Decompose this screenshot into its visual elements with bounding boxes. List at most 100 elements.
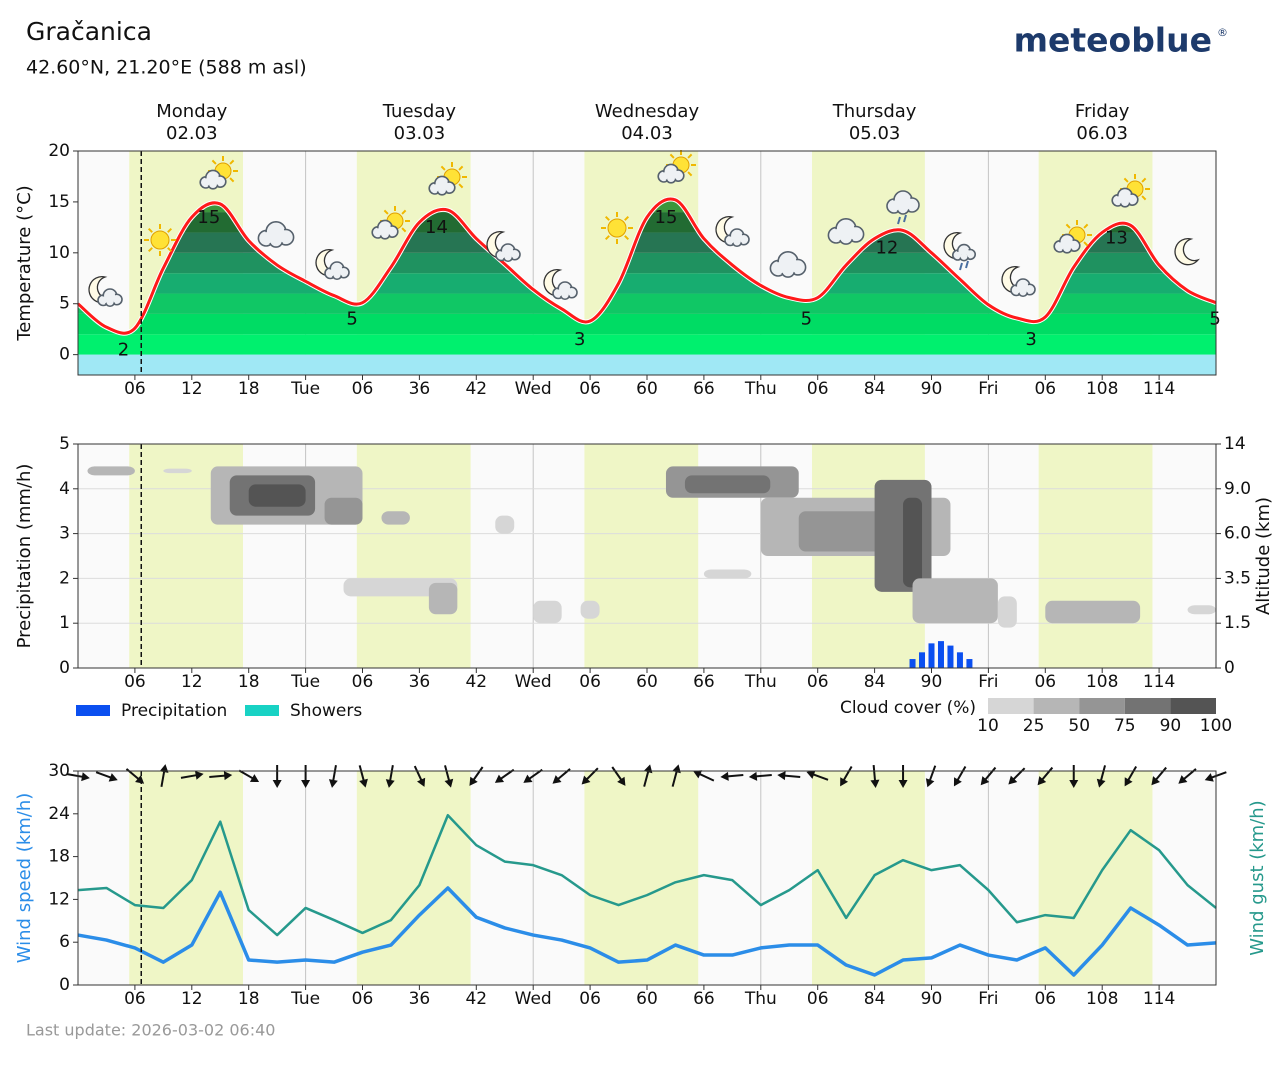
cloud-part <box>1017 280 1029 291</box>
y-tick-label: 18 <box>48 847 70 867</box>
wind-arrow-head <box>617 776 626 786</box>
y2-axis-label: Wind gust (km/h) <box>1247 800 1268 955</box>
y-tick-label: 20 <box>48 141 70 161</box>
wind-arrow-head <box>1124 777 1133 787</box>
sun-ray <box>167 227 173 233</box>
weather-icon <box>769 251 807 278</box>
sun-ray <box>401 227 407 233</box>
x-tick-label: 06 <box>579 989 601 1009</box>
cloud-part <box>1121 198 1129 206</box>
wind-arrow-head <box>777 771 786 781</box>
cloud-part <box>1012 286 1020 294</box>
temperature-label: 15 <box>197 207 220 228</box>
x-tick-label: Wed <box>515 379 552 399</box>
cloud-part <box>279 231 293 244</box>
cloud-cell <box>1045 600 1141 624</box>
cloud-legend-tick: 100 <box>1200 716 1232 736</box>
y2-tick-label: 0 <box>1224 658 1235 678</box>
cloud-part <box>511 250 519 259</box>
sun-ray <box>624 235 630 241</box>
wind-arrow <box>720 771 744 781</box>
wind-arrow <box>444 765 454 788</box>
temperature-label: 5 <box>801 309 812 330</box>
wind-arrow-head <box>108 773 118 782</box>
temperature-label: 2 <box>118 339 129 360</box>
wind-arrow <box>523 768 543 783</box>
x-tick-label: 06 <box>1034 672 1056 692</box>
cloud-part <box>898 203 908 213</box>
cloud-part <box>430 184 439 193</box>
x-tick-label: 108 <box>1086 379 1118 399</box>
cloud-part <box>438 186 446 194</box>
x-tick-label: Tue <box>290 672 320 692</box>
sun-ray <box>1123 177 1129 183</box>
weather-icon <box>601 212 633 244</box>
wind-arrow-head <box>223 771 233 781</box>
cloud-part <box>659 172 668 181</box>
weather-icon <box>715 216 750 248</box>
temperature-label: 12 <box>875 237 898 258</box>
temperature-label: 5 <box>1209 309 1220 330</box>
temperature-label: 3 <box>1025 329 1036 350</box>
x-tick-label: Wed <box>515 989 552 1009</box>
sun-ray <box>229 177 235 183</box>
sun-ray <box>458 183 464 189</box>
cloud-part <box>1070 241 1079 250</box>
wind-arrow-head <box>748 771 758 781</box>
sun-ray <box>147 247 153 253</box>
cloud-part <box>1061 235 1073 248</box>
legend-swatch <box>245 705 279 716</box>
precipitation-bar <box>956 652 963 668</box>
cloud-part <box>791 261 805 274</box>
sun-disc <box>150 230 170 250</box>
y-tick-label: 0 <box>59 658 70 678</box>
wind-arrow-head <box>953 777 962 787</box>
cloud-part <box>1119 189 1131 202</box>
x-tick-label: 42 <box>465 989 487 1009</box>
cloud-cell <box>703 569 752 579</box>
y2-tick-label: 6.0 <box>1224 524 1251 544</box>
day-name: Friday <box>1075 101 1130 122</box>
wind-arrow-head <box>1037 776 1047 786</box>
weather-icon <box>1111 174 1150 208</box>
sun-ray <box>147 227 153 233</box>
cloud-cell <box>580 600 600 619</box>
y-tick-label: 5 <box>59 294 70 314</box>
weather-icon <box>199 156 238 190</box>
cloud-part <box>1128 195 1137 204</box>
day-name: Tuesday <box>382 101 457 122</box>
y-tick-label: 24 <box>48 804 70 824</box>
wind-arrow-head <box>898 780 908 788</box>
cloud-legend-tick: 50 <box>1068 716 1090 736</box>
weather-icon <box>886 190 920 225</box>
wind-arrow <box>953 765 967 787</box>
cloud-part <box>216 177 225 186</box>
sun-ray <box>440 165 446 171</box>
rain-drop <box>959 262 963 271</box>
wind-arrow-head <box>523 774 533 783</box>
x-tick-label: 06 <box>352 989 374 1009</box>
cloud-legend-swatch <box>1033 698 1080 714</box>
cloud-cell <box>428 582 458 615</box>
cloud-part <box>104 290 116 301</box>
cloud-cell <box>343 578 458 597</box>
cloud-part <box>381 230 389 238</box>
x-tick-label: 06 <box>807 989 829 1009</box>
x-tick-label: Tue <box>290 989 320 1009</box>
cloud-legend-swatch <box>1170 698 1216 714</box>
wind-arrow-head <box>272 780 282 788</box>
precipitation-bar <box>937 641 944 668</box>
wind-arrow <box>272 765 282 788</box>
temperature-label: 15 <box>655 207 678 228</box>
weather-icon <box>543 269 578 301</box>
cloud-cell <box>87 466 135 476</box>
y-tick-label: 0 <box>59 975 70 995</box>
temperature-label: 5 <box>346 309 357 330</box>
cloud-part <box>334 271 340 278</box>
weather-icon <box>1174 238 1200 266</box>
brand-logo: meteoblue <box>1014 21 1212 60</box>
wind-arrow-head <box>840 777 849 787</box>
x-tick-label: 66 <box>693 989 715 1009</box>
cloud-part <box>270 235 282 246</box>
